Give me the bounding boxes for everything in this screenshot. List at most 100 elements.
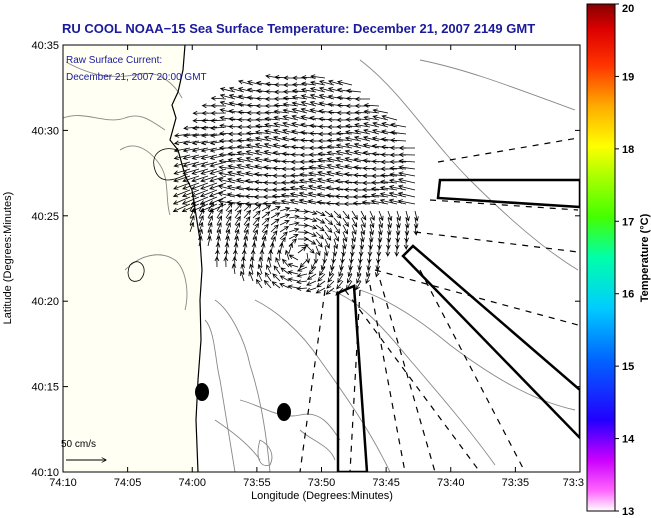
current-arrow (397, 184, 416, 191)
current-arrow (288, 207, 300, 213)
current-arrow (191, 133, 209, 138)
current-arrow (254, 130, 272, 135)
y-axis-ticks: 40:35 40:30 40:25 40:20 40:15 40:10 (31, 40, 580, 479)
current-arrow (254, 142, 272, 149)
current-arrow (310, 74, 326, 79)
current-arrow (273, 115, 290, 121)
current-arrow (389, 159, 407, 165)
current-arrow (360, 210, 367, 221)
current-arrow (335, 171, 353, 177)
current-arrow (362, 150, 380, 156)
current-arrow (306, 273, 317, 280)
current-arrow (324, 217, 334, 226)
current-arrow (317, 151, 335, 157)
current-arrow (344, 142, 362, 149)
current-arrow (287, 277, 299, 283)
current-arrow (226, 192, 245, 198)
current-arrow (352, 194, 371, 200)
current-arrow (217, 184, 236, 191)
current-arrow (281, 136, 299, 142)
x-tick-label: 73:55 (243, 477, 271, 489)
current-arrow (380, 166, 398, 172)
current-arrow (216, 202, 224, 212)
current-arrow (200, 140, 218, 146)
current-arrow (210, 110, 227, 116)
current-arrow (381, 114, 398, 121)
current-arrow (243, 209, 252, 219)
current-arrow (296, 286, 308, 291)
current-arrow (371, 136, 389, 142)
current-arrow (279, 206, 291, 212)
current-arrow (307, 184, 326, 191)
current-arrow (368, 238, 373, 250)
x-tick-label: 74:00 (178, 477, 206, 489)
current-arrow (287, 284, 299, 290)
current-arrow (287, 262, 299, 268)
current-arrow (398, 165, 416, 170)
current-arrow (189, 208, 195, 219)
current-arrow (306, 238, 317, 245)
current-arrow (219, 108, 236, 114)
current-arrow (281, 173, 299, 179)
current-arrow (217, 191, 236, 198)
current-arrow (290, 179, 308, 185)
current-arrow (245, 178, 263, 184)
current-arrow (259, 249, 265, 261)
current-arrow (280, 199, 299, 205)
current-arrow (309, 108, 326, 114)
current-arrow (369, 210, 375, 221)
current-arrow (254, 156, 272, 163)
current-arrow (354, 129, 371, 135)
current-arrow (333, 224, 341, 235)
current-arrow (243, 216, 251, 226)
current-arrow (300, 122, 317, 128)
current-arrow (297, 209, 309, 214)
current-arrow (386, 231, 392, 243)
current-arrow (264, 129, 281, 135)
current-arrow (272, 135, 290, 142)
colorbar-tick-label: 18 (622, 144, 634, 156)
current-arrow (317, 170, 335, 177)
current-arrow (273, 265, 281, 275)
current-arrow (316, 192, 335, 198)
current-arrow (396, 210, 402, 222)
current-arrow (306, 210, 318, 216)
coastline (169, 45, 203, 472)
current-arrow (377, 238, 382, 250)
current-arrow (173, 175, 191, 183)
y-tick-label: 40:20 (31, 296, 59, 308)
current-arrow (189, 201, 196, 212)
current-arrow (307, 191, 326, 198)
current-arrow (313, 252, 319, 264)
current-arrow (387, 217, 392, 229)
current-arrow (236, 157, 254, 163)
current-arrow (281, 258, 290, 268)
current-arrow (191, 168, 209, 175)
current-arrow (394, 245, 400, 257)
current-arrow (234, 202, 243, 212)
current-arrow (353, 135, 371, 142)
current-arrow (227, 138, 245, 144)
current-arrow (200, 175, 218, 183)
current-arrow (363, 103, 380, 108)
current-arrow (263, 279, 272, 289)
current-arrow (190, 189, 209, 198)
current-arrow (200, 154, 218, 161)
current-arrow (353, 142, 371, 149)
current-arrow (228, 108, 245, 114)
current-arrow (263, 142, 281, 149)
current-arrow (296, 273, 308, 278)
current-arrow (333, 210, 342, 219)
current-arrow (403, 238, 409, 250)
current-arrow (381, 129, 398, 135)
current-arrow (315, 238, 323, 248)
current-arrow (182, 154, 200, 161)
scale-label: 50 cm/s (61, 439, 96, 450)
current-arrow (273, 122, 290, 128)
current-arrow (223, 256, 229, 268)
current-arrow (209, 161, 227, 168)
current-arrow (261, 223, 269, 233)
current-arrow (342, 231, 348, 243)
current-arrow (265, 74, 281, 79)
current-arrow (315, 217, 326, 224)
